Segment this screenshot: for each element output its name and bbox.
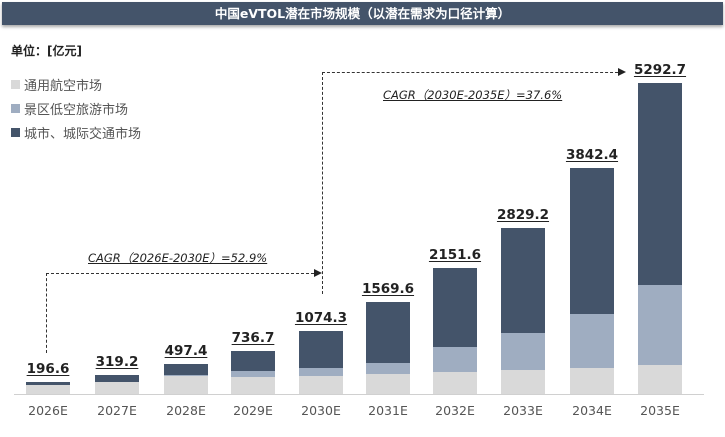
- bar-2028E: [164, 364, 208, 394]
- bar-segment: [366, 363, 410, 374]
- x-tick-label: 2033E: [503, 403, 543, 418]
- bar-total-label: 319.2: [95, 354, 139, 370]
- bar-total-label: 1074.3: [294, 310, 348, 326]
- x-tick-label: 2030E: [301, 403, 341, 418]
- x-tick-label: 2031E: [368, 403, 408, 418]
- cagr1-dashed-horizontal: [46, 273, 314, 274]
- bar-2033E: [501, 228, 545, 394]
- bar-segment: [501, 333, 545, 370]
- x-tick-label: 2026E: [28, 403, 68, 418]
- x-tick-label: 2027E: [97, 403, 137, 418]
- bar-segment: [231, 371, 275, 377]
- chart-title: 中国eVTOL潜在市场规模（以潜在需求为口径计算）: [2, 2, 723, 25]
- legend: 通用航空市场 景区低空旅游市场 城市、城际交通市场: [11, 72, 141, 144]
- bar-2032E: [433, 268, 477, 394]
- bar-segment: [164, 376, 208, 394]
- bar-segment: [366, 374, 410, 394]
- bar-segment: [231, 377, 275, 394]
- x-tick-label: 2029E: [233, 403, 273, 418]
- bar-total-label: 196.6: [26, 361, 70, 377]
- bar-total-label: 5292.7: [633, 62, 687, 78]
- bar-segment: [638, 285, 682, 365]
- bar-2027E: [95, 375, 139, 394]
- bar-segment: [501, 228, 545, 333]
- cagr1-arrow-icon: [314, 269, 322, 277]
- bar-2029E: [231, 351, 275, 394]
- bar-total-label: 497.4: [164, 343, 208, 359]
- cagr-annotation-2026-2030: CAGR（2026E-2030E）=52.9%: [88, 251, 268, 265]
- x-tick-label: 2035E: [640, 403, 680, 418]
- bar-segment: [299, 376, 343, 394]
- bar-segment: [26, 382, 70, 385]
- cagr2-arrow-icon: [618, 68, 626, 76]
- cagr2-dashed-vertical: [322, 72, 323, 294]
- bar-segment: [26, 385, 70, 394]
- bar-total-label: 1569.6: [361, 281, 415, 297]
- bar-segment: [638, 365, 682, 394]
- bar-segment: [638, 83, 682, 285]
- bar-2026E: [26, 382, 70, 394]
- unit-label: 单位：[亿元]: [11, 44, 82, 58]
- bar-2030E: [299, 331, 343, 394]
- bar-total-label: 736.7: [231, 330, 275, 346]
- bar-total-label: 2829.2: [496, 207, 550, 223]
- legend-item-urban-transport: 城市、城际交通市场: [11, 120, 141, 144]
- bar-segment: [366, 302, 410, 363]
- bar-segment: [570, 168, 614, 314]
- cagr2-dashed-horizontal: [322, 72, 618, 73]
- bar-2031E: [366, 302, 410, 394]
- cagr-annotation-2030-2035: CAGR（2030E-2035E）=37.6%: [383, 88, 563, 102]
- legend-swatch-icon: [11, 79, 20, 89]
- bar-segment: [433, 372, 477, 394]
- x-tick-label: 2028E: [166, 403, 206, 418]
- x-axis-line: [14, 394, 704, 395]
- legend-swatch-icon: [11, 127, 20, 137]
- bar-segment: [95, 382, 139, 394]
- bar-segment: [570, 368, 614, 394]
- bar-total-label: 2151.6: [428, 247, 482, 263]
- legend-label: 景区低空旅游市场: [24, 102, 129, 118]
- bar-segment: [299, 331, 343, 368]
- bar-2035E: [638, 83, 682, 394]
- x-tick-label: 2034E: [572, 403, 612, 418]
- bar-segment: [433, 347, 477, 372]
- legend-item-tourism: 景区低空旅游市场: [11, 96, 141, 120]
- bar-segment: [299, 368, 343, 376]
- legend-swatch-icon: [11, 103, 20, 113]
- x-tick-label: 2032E: [435, 403, 475, 418]
- bar-total-label: 3842.4: [565, 147, 619, 163]
- bar-segment: [433, 268, 477, 347]
- bar-segment: [164, 375, 208, 376]
- bar-segment: [570, 314, 614, 368]
- cagr1-dashed-vertical: [46, 273, 47, 353]
- bar-segment: [231, 351, 275, 371]
- bar-segment: [164, 364, 208, 375]
- legend-item-general-aviation: 通用航空市场: [11, 72, 141, 96]
- bar-segment: [95, 375, 139, 382]
- bar-segment: [501, 370, 545, 394]
- legend-label: 通用航空市场: [24, 78, 103, 94]
- bar-2034E: [570, 168, 614, 394]
- legend-label: 城市、城际交通市场: [24, 126, 142, 142]
